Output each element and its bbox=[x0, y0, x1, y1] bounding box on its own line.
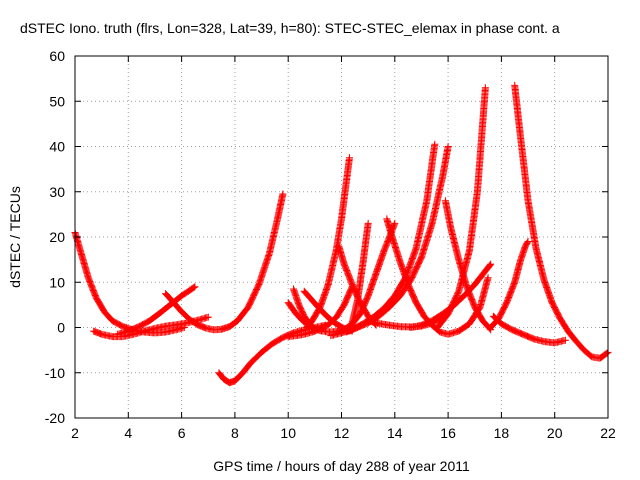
series-0 bbox=[71, 229, 188, 337]
series-8-markers bbox=[303, 154, 353, 331]
series-0-markers bbox=[71, 229, 188, 337]
y-tick-label: -20 bbox=[45, 410, 65, 426]
y-tick-label: 30 bbox=[49, 184, 65, 200]
series-21-markers bbox=[489, 312, 569, 347]
x-tick-label: 18 bbox=[494, 425, 510, 441]
y-axis-label: dSTEC / TECUs bbox=[7, 186, 23, 288]
series-21 bbox=[489, 312, 569, 347]
y-tick-label: 20 bbox=[49, 229, 65, 245]
series-3-markers bbox=[162, 190, 287, 334]
series-12-markers bbox=[348, 219, 372, 327]
y-tick-label: -10 bbox=[45, 365, 65, 381]
x-tick-label: 14 bbox=[387, 425, 403, 441]
x-tick-label: 20 bbox=[547, 425, 563, 441]
y-tick-label: 40 bbox=[49, 139, 65, 155]
x-tick-label: 2 bbox=[71, 425, 79, 441]
chart-title: dSTEC Iono. truth (flrs, Lon=328, Lat=39… bbox=[20, 20, 560, 36]
series-3 bbox=[162, 190, 287, 334]
x-tick-label: 8 bbox=[231, 425, 239, 441]
y-tick-label: 10 bbox=[49, 274, 65, 290]
x-tick-label: 12 bbox=[334, 425, 350, 441]
series-22 bbox=[511, 81, 612, 362]
series-2 bbox=[114, 283, 199, 338]
series-19 bbox=[441, 197, 495, 334]
x-tick-label: 6 bbox=[178, 425, 186, 441]
series-2-markers bbox=[114, 283, 199, 338]
x-tick-label: 22 bbox=[600, 425, 616, 441]
x-tick-label: 10 bbox=[280, 425, 296, 441]
y-tick-label: 0 bbox=[57, 320, 65, 336]
series-19-markers bbox=[441, 197, 495, 334]
series-8 bbox=[303, 154, 353, 331]
series-12 bbox=[348, 219, 372, 327]
x-axis-label: GPS time / hours of day 288 of year 2011 bbox=[213, 458, 470, 474]
y-tick-label: 50 bbox=[49, 93, 65, 109]
axis-ticks: 2 4 6 8 10 12 14 16 18 20 22 -20 -10 0 10 20 30 40 50 60 bbox=[45, 48, 616, 441]
x-tick-label: 4 bbox=[124, 425, 132, 441]
series-22-markers bbox=[511, 81, 612, 362]
y-tick-label: 60 bbox=[49, 48, 65, 64]
x-tick-label: 16 bbox=[440, 425, 456, 441]
data-points bbox=[71, 81, 612, 387]
